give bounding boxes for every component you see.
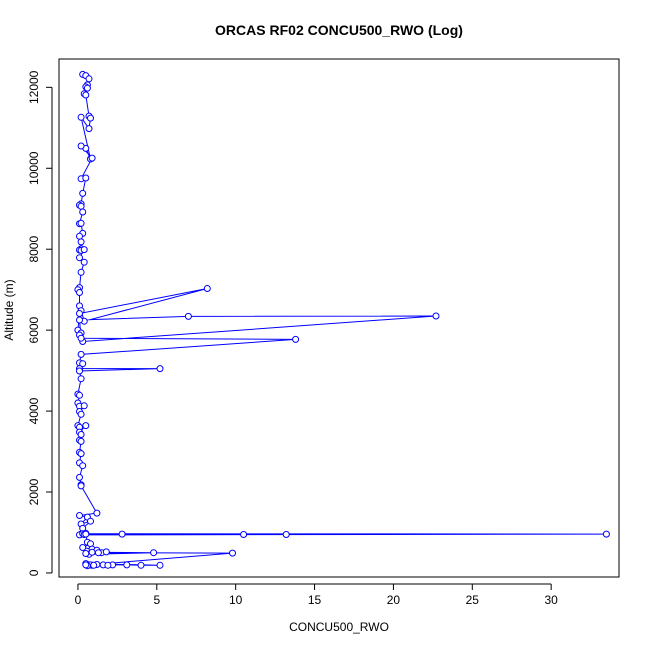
data-point <box>104 561 112 569</box>
data-point <box>79 544 87 551</box>
data-point <box>240 531 248 538</box>
data-point <box>76 473 83 481</box>
data-point <box>76 367 83 375</box>
data-point <box>90 561 98 569</box>
x-axis: 0 5 10 15 20 25 30 <box>75 583 558 607</box>
data-point <box>156 561 164 569</box>
data-point <box>76 391 83 399</box>
y-axis: 0 2000 4000 6000 8000 10000 12000 <box>27 70 53 576</box>
data-point <box>79 208 87 216</box>
data-point <box>76 512 83 519</box>
data-point <box>82 174 90 182</box>
series-layer <box>74 70 610 570</box>
data-point <box>282 531 290 538</box>
x-tick-label: 0 <box>75 593 82 607</box>
data-point <box>77 431 85 438</box>
data-point <box>77 113 85 121</box>
data-point <box>87 114 94 122</box>
x-tick-label: 20 <box>387 593 401 607</box>
x-tick-label: 25 <box>466 593 480 607</box>
data-point <box>88 548 96 556</box>
y-tick-label: 10000 <box>27 151 41 185</box>
data-point <box>80 258 88 266</box>
data-point <box>77 202 85 210</box>
data-point <box>156 365 164 373</box>
data-point <box>292 335 300 343</box>
data-point <box>77 334 85 342</box>
y-tick-label: 8000 <box>27 236 41 263</box>
data-point <box>76 289 83 296</box>
data-point <box>93 509 101 517</box>
data-point <box>432 312 440 320</box>
data-point <box>82 530 90 538</box>
data-point <box>77 437 85 445</box>
data-point <box>87 517 94 525</box>
data-point <box>82 550 90 557</box>
y-tick-label: 6000 <box>27 316 41 343</box>
data-point <box>80 246 88 254</box>
data-point <box>76 232 83 240</box>
data-point <box>123 561 131 569</box>
data-point <box>184 312 192 320</box>
data-point <box>77 450 85 458</box>
data-point <box>77 410 85 418</box>
series-line <box>77 73 607 567</box>
data-point <box>102 548 110 556</box>
data-point <box>94 549 102 557</box>
data-point <box>77 238 85 246</box>
y-tick-label: 0 <box>27 569 41 576</box>
x-tick-label: 10 <box>229 593 243 607</box>
y-tick-label: 4000 <box>27 397 41 424</box>
data-point <box>79 360 87 368</box>
data-point <box>80 402 88 410</box>
data-point <box>77 142 85 150</box>
data-point <box>137 561 145 569</box>
y-axis-label: Altitude (m) <box>2 279 16 340</box>
data-point <box>88 154 96 162</box>
x-tick-label: 15 <box>308 593 322 607</box>
data-point <box>79 462 87 470</box>
data-point <box>77 482 85 490</box>
chart-title: ORCAS RF02 CONCU500_RWO (Log) <box>215 22 463 38</box>
data-point <box>85 125 93 133</box>
data-point <box>602 530 610 538</box>
data-point <box>82 561 90 569</box>
data-point <box>77 375 85 383</box>
data-point <box>203 285 211 292</box>
data-point <box>83 84 91 92</box>
data-point <box>85 75 93 83</box>
data-point <box>229 549 236 557</box>
data-point <box>118 530 126 538</box>
data-point <box>150 549 158 557</box>
data-point <box>77 219 85 227</box>
y-tick-label: 2000 <box>27 478 41 505</box>
y-tick-label: 12000 <box>27 70 41 104</box>
data-point <box>77 350 85 358</box>
x-tick-label: 5 <box>153 593 160 607</box>
data-point <box>76 254 83 262</box>
data-point <box>76 310 83 317</box>
data-point <box>76 316 83 324</box>
data-point <box>79 189 87 197</box>
x-tick-label: 30 <box>544 593 558 607</box>
data-point <box>77 268 85 276</box>
data-point <box>82 422 90 430</box>
data-point <box>82 91 90 99</box>
plot-frame <box>58 58 620 578</box>
x-axis-label: CONCU500_RWO <box>289 620 389 634</box>
